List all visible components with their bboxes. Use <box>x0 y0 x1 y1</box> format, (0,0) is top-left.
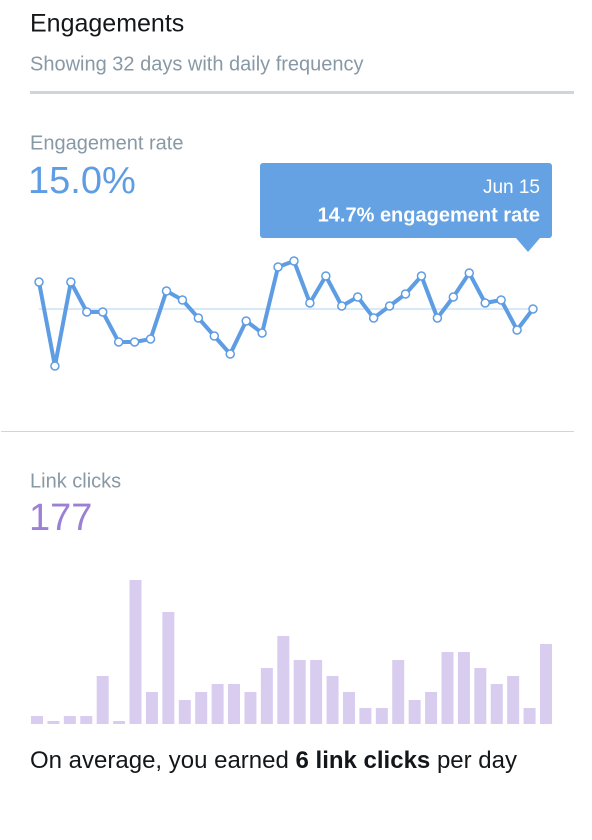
point <box>512 325 522 335</box>
chart-title: Engagement rate <box>30 132 183 154</box>
tooltip-pointer <box>516 238 540 252</box>
bar <box>129 580 142 724</box>
bar <box>490 684 503 724</box>
point <box>177 295 188 305</box>
bar <box>63 716 76 724</box>
bar <box>277 636 290 724</box>
bar <box>408 700 421 724</box>
point <box>161 286 172 296</box>
bar <box>375 708 388 724</box>
bar <box>457 652 470 724</box>
bar <box>342 692 355 724</box>
point <box>464 268 475 278</box>
point <box>209 331 220 341</box>
tooltip-date: Jun 15 <box>483 177 540 198</box>
point <box>273 262 283 272</box>
point <box>528 304 538 314</box>
point <box>496 295 506 305</box>
footer-text: per day <box>430 747 517 774</box>
footer-text: On average, you earned <box>30 747 296 774</box>
bar <box>96 676 109 724</box>
tooltip-text: 14.7% engagement rate <box>318 204 540 226</box>
point <box>97 307 108 317</box>
point <box>352 292 363 302</box>
bar <box>359 708 372 724</box>
summary-value: 177 <box>29 497 92 539</box>
subtitle: Showing 32 days with daily frequency <box>30 53 364 75</box>
footer: On average, you earned 6 link clicks per… <box>30 742 575 779</box>
point <box>305 298 315 308</box>
bar <box>228 684 241 724</box>
point <box>66 277 76 287</box>
bar <box>425 692 438 724</box>
point <box>225 349 235 359</box>
point <box>400 289 411 299</box>
bar <box>523 708 536 724</box>
point <box>321 271 331 281</box>
point <box>193 313 204 323</box>
bar <box>195 692 208 724</box>
bar <box>244 692 257 724</box>
point <box>289 256 299 266</box>
point <box>257 328 267 338</box>
bar <box>326 676 339 724</box>
point <box>145 334 156 344</box>
bar <box>178 700 191 724</box>
bar <box>80 716 93 724</box>
footer-highlight: 6 link clicks <box>295 747 431 774</box>
point <box>416 271 427 281</box>
line <box>37 259 535 368</box>
tooltip: Jun 15 14.7% engagement rate <box>260 163 552 252</box>
point <box>432 313 443 323</box>
bar <box>31 716 43 724</box>
bar <box>474 668 487 724</box>
chart-title: Link clicks <box>30 470 121 492</box>
bar <box>260 668 273 724</box>
tooltip-box <box>260 163 552 238</box>
bar <box>145 692 158 724</box>
bar <box>540 644 552 724</box>
bar <box>162 612 175 724</box>
divider <box>1 431 574 432</box>
bar <box>47 721 60 724</box>
point <box>129 337 140 347</box>
point <box>241 316 251 326</box>
point <box>384 301 395 311</box>
point <box>50 361 60 371</box>
bar <box>392 660 405 724</box>
point <box>34 277 44 287</box>
summary-value: 15.0% <box>28 160 136 202</box>
bar <box>113 721 126 724</box>
bar <box>441 652 454 724</box>
bar <box>293 660 306 724</box>
bar <box>310 660 323 724</box>
point <box>368 313 379 323</box>
point <box>480 298 490 308</box>
bar <box>211 684 224 724</box>
point <box>448 292 459 302</box>
title: Engagements <box>30 10 184 38</box>
bar <box>507 676 520 724</box>
point <box>82 307 92 317</box>
point <box>113 337 124 347</box>
divider <box>30 91 574 94</box>
point <box>337 301 347 311</box>
